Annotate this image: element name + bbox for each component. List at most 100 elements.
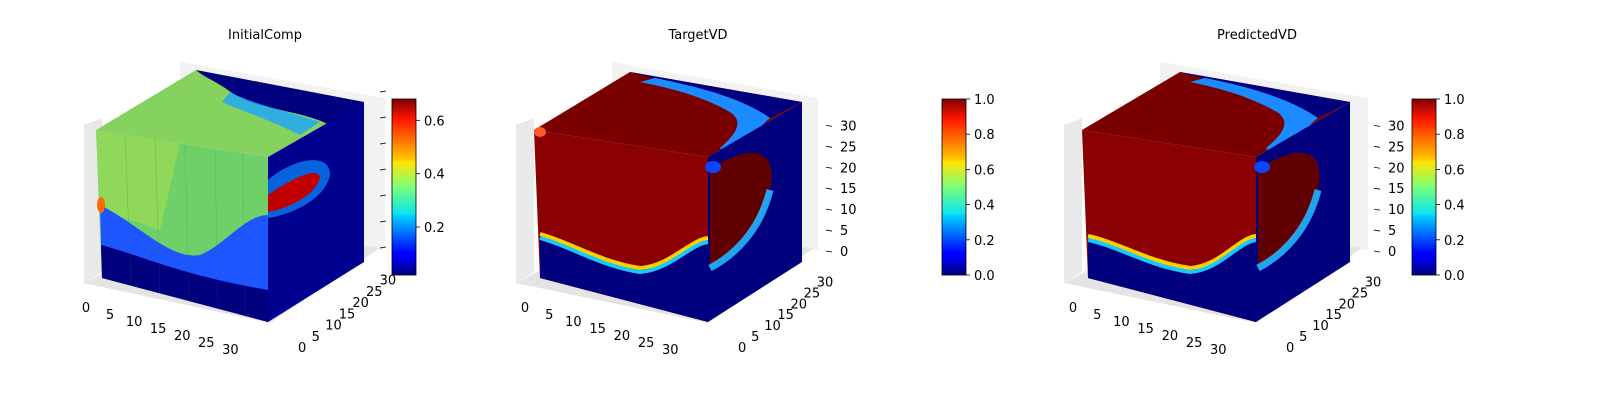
colorbar-tick-label: 0.0 — [974, 269, 995, 284]
colorbar-tick-label: 0.2 — [1444, 234, 1465, 249]
top-transition — [222, 92, 320, 135]
z-tick-mark — [825, 166, 833, 169]
front-interface-yellow — [1087, 234, 1257, 271]
x-tick-label: 30 — [662, 343, 679, 358]
z-tick-label: 5 — [840, 224, 848, 239]
y-tick-label: 5 — [1299, 330, 1307, 345]
z-tick-label: 25 — [1388, 140, 1405, 155]
y-tick-label: 20 — [1339, 297, 1356, 312]
x-tick-label: 15 — [150, 322, 167, 337]
x-tick-label: 25 — [1186, 336, 1203, 351]
y-tick-label: 30 — [380, 274, 397, 289]
z-tick-mark — [379, 168, 387, 171]
top-dark-region — [1180, 72, 1350, 118]
z-axis: 0 5 10 15 20 25 30 — [1373, 119, 1405, 260]
y-tick-label: 20 — [791, 297, 808, 312]
colorbar-tick-label: 0.0 — [1444, 269, 1465, 284]
y-tick-label: 25 — [1352, 286, 1369, 301]
right-red-dome — [1258, 152, 1320, 268]
right-red-dome — [710, 152, 772, 268]
cube — [1082, 72, 1350, 322]
x-tick-label: 5 — [545, 308, 553, 323]
panel-initialcomp: InitialComp — [82, 28, 445, 358]
right-dome-edge — [708, 189, 774, 272]
top-dark-region — [630, 72, 802, 118]
panel-title: PredictedVD — [1217, 28, 1297, 43]
x-axis: 0 5 10 15 20 25 30 — [82, 301, 239, 358]
x-axis: 0 5 10 15 20 25 30 — [1069, 301, 1227, 358]
x-tick-label: 0 — [521, 301, 529, 316]
x-tick-label: 10 — [565, 315, 582, 330]
z-tick-mark — [1373, 187, 1381, 190]
voxel-grid — [124, 133, 246, 317]
z-tick-label: 30 — [840, 119, 857, 134]
y-tick-label: 5 — [751, 330, 759, 345]
front-interface-cyan — [539, 236, 709, 275]
colorbar: 0.0 0.2 0.4 0.6 0.8 1.0 — [1411, 93, 1465, 284]
colorbar-tick-label: 1.0 — [974, 93, 995, 108]
top-ring — [1190, 78, 1318, 158]
x-tick-label: 25 — [198, 336, 215, 351]
x-tick-label: 10 — [126, 315, 143, 330]
colorbar-tick-label: 0.2 — [424, 221, 445, 236]
colorbar-tick-label: 0.2 — [974, 234, 995, 249]
colorbar: 0.0 0.2 0.4 0.6 0.8 1.0 — [941, 93, 995, 284]
z-tick-label: 30 — [1388, 119, 1405, 134]
y-tick-label: 15 — [1325, 308, 1342, 323]
z-tick-mark — [825, 208, 833, 211]
colorbar-tick-label: 0.4 — [1444, 199, 1465, 214]
cube-right-face — [268, 102, 364, 322]
z-tick-mark — [379, 90, 387, 93]
colorbar-tick-label: 1.0 — [1444, 93, 1465, 108]
x-tick-label: 0 — [82, 301, 90, 316]
z-tick-label: 25 — [840, 140, 857, 155]
corner-blue-spot — [705, 161, 721, 173]
x-tick-label: 30 — [222, 343, 239, 358]
colorbar: 0.2 0.4 0.6 — [391, 98, 445, 276]
x-tick-label: 20 — [614, 329, 631, 344]
colorbar-tick-label: 0.8 — [974, 128, 995, 143]
z-tick-mark — [1373, 166, 1381, 169]
y-tick-label: 10 — [764, 319, 781, 334]
front-light-patch — [96, 130, 180, 230]
z-tick-mark — [379, 220, 387, 223]
x-tick-label: 15 — [589, 322, 606, 337]
cube — [96, 70, 364, 322]
z-tick-label: 15 — [1388, 182, 1405, 197]
z-tick-label: 20 — [1388, 161, 1405, 176]
y-tick-label: 25 — [366, 285, 383, 300]
colorbar-tick-label: 0.6 — [424, 114, 445, 129]
front-interface-yellow — [539, 232, 709, 271]
y-tick-label: 0 — [738, 341, 746, 356]
z-tick-label: 20 — [840, 161, 857, 176]
z-tick-label: 0 — [1388, 245, 1396, 260]
y-tick-label: 10 — [1312, 319, 1329, 334]
z-axis: 0 5 10 15 20 25 30 — [825, 119, 857, 260]
z-tick-mark — [825, 145, 833, 148]
y-tick-label: 10 — [325, 319, 342, 334]
y-tick-label: 5 — [312, 330, 320, 345]
y-tick-label: 15 — [777, 308, 794, 323]
front-edge-spot — [97, 197, 105, 213]
z-tick-mark — [1373, 145, 1381, 148]
front-blue-region — [1088, 235, 1256, 322]
z-tick-label: 10 — [1388, 203, 1405, 218]
z-tick-mark — [1373, 208, 1381, 211]
z-tick-mark — [379, 194, 387, 197]
z-tick-mark — [825, 229, 833, 232]
right-red-spot — [268, 173, 320, 212]
x-tick-label: 10 — [1113, 315, 1130, 330]
z-tick-label: 15 — [840, 182, 857, 197]
x-tick-label: 20 — [1162, 329, 1179, 344]
top-dark-region — [196, 70, 364, 125]
corner-blue-spot — [1254, 161, 1270, 173]
y-tick-label: 0 — [1286, 341, 1294, 356]
y-tick-label: 25 — [804, 286, 821, 301]
z-tick-mark — [379, 246, 387, 249]
colorbar-tick-label: 0.8 — [1444, 128, 1465, 143]
front-dark-band — [101, 245, 268, 322]
front-interface-cyan — [1087, 238, 1257, 275]
